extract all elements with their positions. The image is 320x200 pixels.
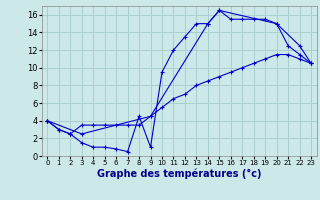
X-axis label: Graphe des températures (°c): Graphe des températures (°c): [97, 169, 261, 179]
